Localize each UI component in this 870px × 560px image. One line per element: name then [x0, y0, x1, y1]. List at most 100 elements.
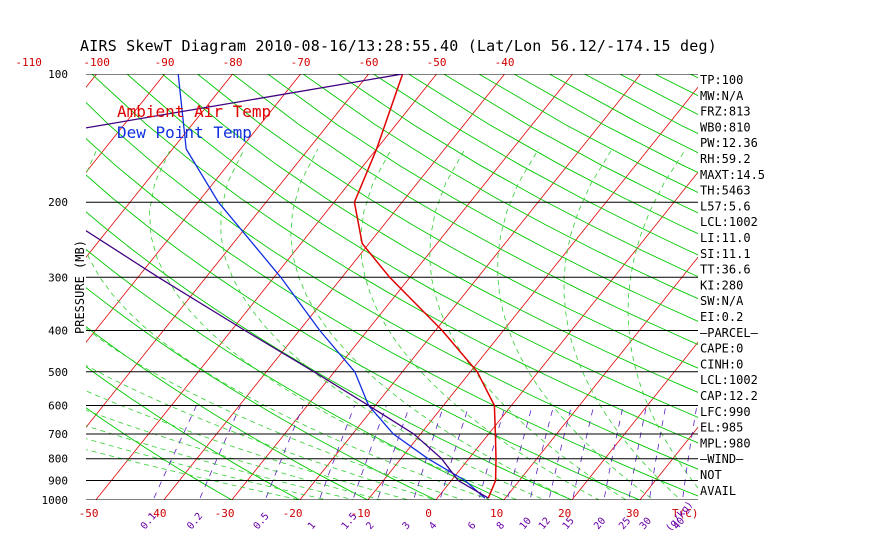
pressure-tick-1000: 1000 [42, 494, 69, 507]
moist-adiabat-line [360, 148, 600, 500]
pressure-tick-500: 500 [48, 366, 68, 379]
isotherm-line [503, 256, 698, 500]
series-line-dew-point-temp [177, 74, 486, 499]
isotherm-line [367, 86, 698, 500]
pressure-tick-100: 100 [48, 68, 68, 81]
bottom-temp-tick: -30 [215, 507, 235, 520]
bottom-temp-tick: 20 [558, 507, 571, 520]
pressure-tick-700: 700 [48, 428, 68, 441]
bottom-temp-tick: -50 [79, 507, 99, 520]
stat-item: SI:11.1 [700, 247, 751, 261]
pressure-tick-200: 200 [48, 196, 68, 209]
dry-adiabat-line [831, 74, 870, 509]
isotherm-line [435, 171, 698, 500]
bottom-temp-axis: -50 -40 -30 -20 -10 0 10 20 30 [79, 507, 640, 520]
top-temp-tick: -40 [495, 56, 515, 69]
isotherm-line [86, 74, 301, 343]
stat-item: MAXT:14.5 [700, 168, 765, 182]
mixing-ratio-line [352, 405, 387, 500]
mixing-ratio-lines [152, 405, 698, 500]
stat-item: RH:59.2 [700, 152, 751, 166]
stat-item: CINH:0 [700, 357, 743, 371]
mixing-ratio-line [439, 405, 470, 500]
stat-item: TT:36.6 [700, 263, 751, 277]
mixing-ratio-line [548, 405, 572, 500]
isotherm-line [776, 74, 870, 500]
dry-adiabat-line [91, 74, 698, 444]
stat-item: LCL:1002 [700, 373, 758, 387]
stat-item: –PARCEL– [700, 326, 759, 340]
stat-item: WB0:810 [700, 120, 751, 134]
mixing-ratio-label: 0.5 [252, 511, 272, 532]
stat-item: TP:100 [700, 73, 743, 87]
stat-item: CAP:12.2 [700, 389, 758, 403]
dry-adiabat-line [161, 74, 698, 393]
mixing-ratio-line [648, 405, 667, 500]
dry-adiabat-line [267, 74, 698, 322]
dry-adiabat-line [302, 74, 698, 300]
dry-adiabat-line [86, 366, 301, 500]
dry-adiabat-line [86, 287, 437, 500]
stat-item: –WIND– [700, 452, 744, 466]
isotherm-line [571, 341, 698, 500]
top-temp-tick: -80 [223, 56, 243, 69]
stat-item: LFC:990 [700, 405, 751, 419]
mixing-ratio-label: 30 [638, 516, 654, 532]
bottom-temp-tick: -40 [147, 507, 167, 520]
dry-adiabat-lines [86, 74, 870, 509]
bottom-temp-tick: -20 [283, 507, 303, 520]
dry-adiabat-line [866, 74, 870, 509]
dry-adiabat-line [86, 138, 698, 497]
mixing-ratio-label: 3 [401, 520, 413, 532]
moist-adiabat-line [149, 148, 519, 500]
mixing-ratio-line [603, 405, 624, 500]
bottom-temp-tick: 30 [626, 507, 639, 520]
moist-adiabat-line [563, 148, 682, 500]
pressure-tick-800: 800 [48, 453, 68, 466]
dry-adiabat-line [86, 101, 698, 470]
top-temp-tick: -50 [427, 56, 447, 69]
series-line-ambient-air-temp [353, 74, 497, 499]
moist-adiabat-line [429, 148, 627, 500]
series-line-parcel [86, 74, 489, 499]
mixing-ratio-line [478, 405, 506, 500]
mixing-ratio-line [572, 405, 595, 500]
chart-title: AIRS SkewT Diagram 2010-08-16/13:28:55.4… [80, 37, 717, 55]
bottom-temp-tick: -10 [351, 507, 371, 520]
mixing-ratio-line [682, 405, 698, 500]
mixing-ratio-label: 6 [466, 520, 478, 532]
dry-adiabat-line [86, 326, 369, 500]
isobar-lines [86, 74, 698, 500]
dry-adiabat-line [126, 74, 698, 418]
stat-item: AVAIL [700, 484, 736, 498]
moist-adiabat-line [220, 148, 546, 500]
legend-dewpoint: Dew Point Temp [117, 123, 252, 142]
isotherm-line [95, 74, 437, 500]
stat-item: NOT [700, 468, 722, 482]
dry-adiabat-line [337, 74, 698, 278]
stat-item: MW:N/A [700, 89, 744, 103]
mixing-ratio-label: 12 [537, 516, 553, 532]
dry-adiabat-line [761, 74, 870, 509]
mixing-ratio-label: 8 [495, 520, 507, 532]
mixing-ratio-line [264, 405, 304, 500]
dry-adiabat-line [197, 74, 698, 369]
mixing-ratio-line [628, 405, 647, 500]
dry-adiabat-line [796, 74, 870, 509]
mixing-ratio-label: 4 [427, 520, 439, 532]
temp-unit-label: T(C) [672, 507, 699, 520]
dry-adiabat-line [86, 407, 233, 500]
bottom-temp-tick: 10 [490, 507, 503, 520]
isotherm-line [844, 74, 870, 500]
dry-adiabat-line [478, 74, 698, 194]
legend-ambient: Ambient Air Temp [117, 102, 271, 121]
stat-item: PW:12.36 [700, 136, 758, 150]
pressure-tick-400: 400 [48, 324, 68, 337]
mixing-ratio-label: 2 [364, 520, 376, 532]
stat-item: L57:5.6 [700, 199, 751, 213]
mixing-ratio-label: 0.2 [185, 511, 205, 532]
stat-item: SW:N/A [700, 294, 744, 308]
stat-item: EL:985 [700, 421, 743, 435]
